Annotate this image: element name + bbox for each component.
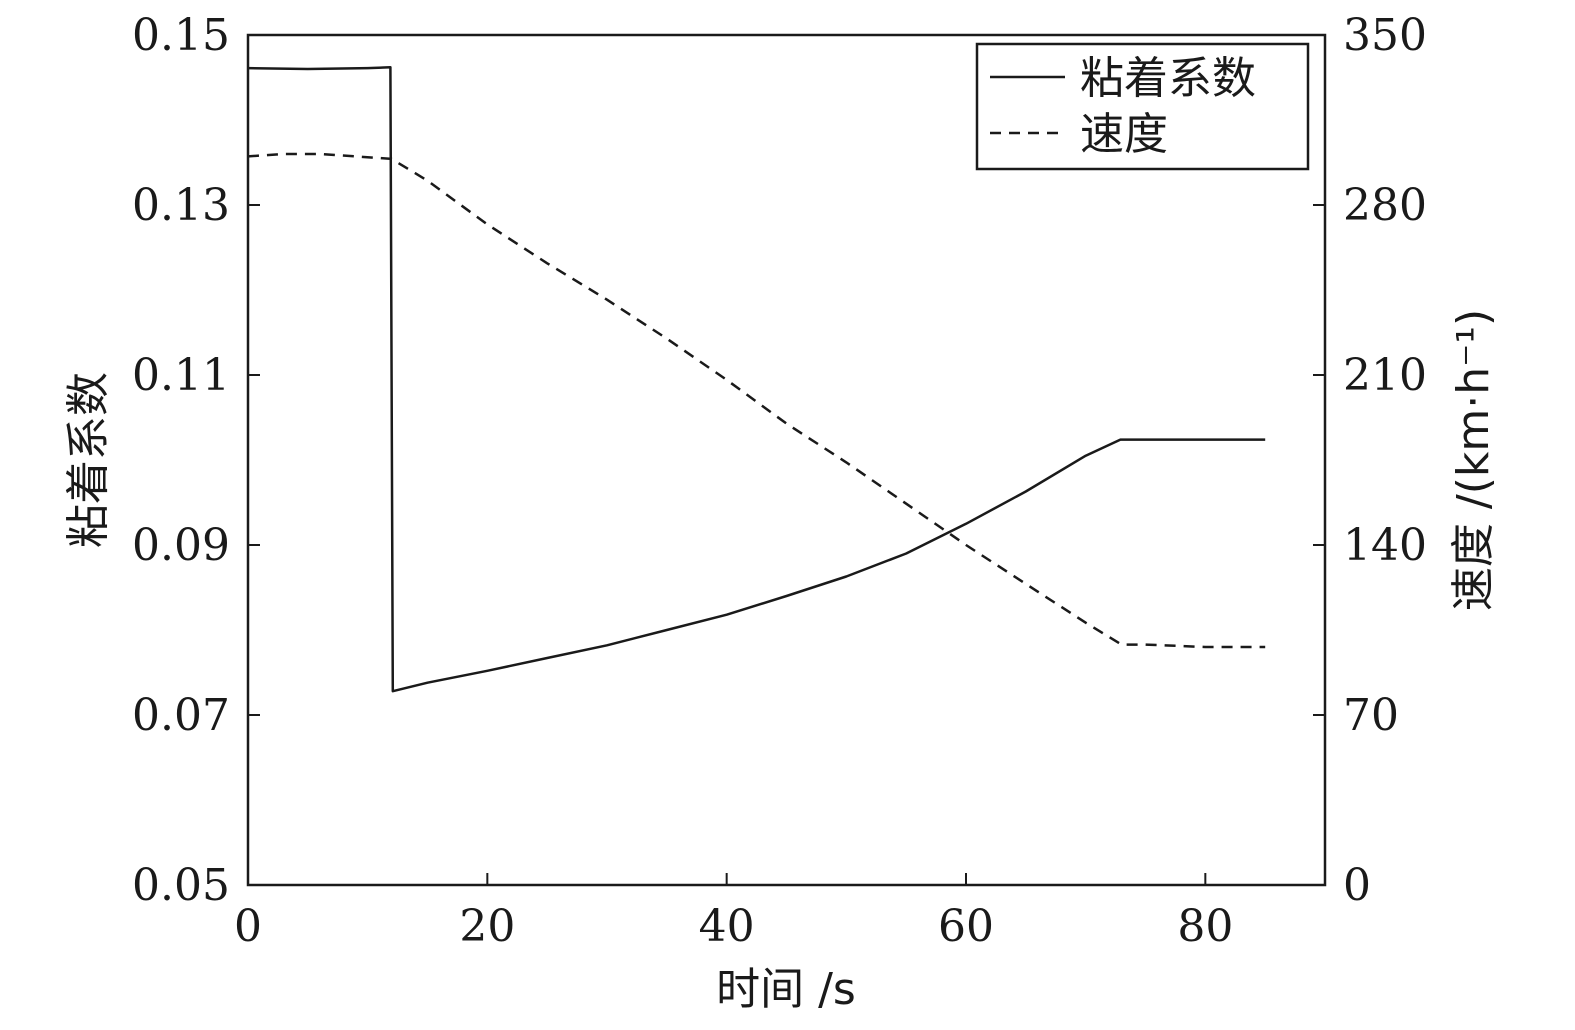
legend-label-speed: 速度 bbox=[1080, 109, 1168, 160]
plot-frame bbox=[246, 33, 1327, 887]
right-y-tick-label: 280 bbox=[1343, 180, 1427, 231]
right-y-tick-label: 0 bbox=[1343, 860, 1371, 911]
right-y-tick-label: 350 bbox=[1343, 10, 1427, 61]
left-y-axis-title: 粘着系数 bbox=[63, 372, 114, 548]
left-y-tick-label: 0.09 bbox=[132, 520, 230, 571]
legend-box bbox=[975, 42, 1310, 171]
right-y-tick-label: 70 bbox=[1343, 690, 1399, 741]
series-line-adhesion-coefficient bbox=[247, 66, 1266, 693]
right-y-axis-title: 速度 /(km·h⁻¹) bbox=[1448, 309, 1499, 611]
x-tick-label: 0 bbox=[234, 901, 262, 952]
left-y-tick-label: 0.05 bbox=[132, 860, 230, 911]
left-y-tick-label: 0.15 bbox=[132, 10, 230, 61]
left-y-axis-ticks: 0.05 0.07 0.09 0.11 0.13 0.15 bbox=[132, 10, 260, 911]
left-y-tick-label: 0.11 bbox=[132, 350, 230, 401]
x-axis-title: 时间 /s bbox=[716, 964, 856, 1015]
x-tick-label: 20 bbox=[459, 901, 515, 952]
x-tick-label: 60 bbox=[938, 901, 994, 952]
series-line-speed bbox=[247, 152, 1266, 649]
right-y-axis-ticks: 0 70 140 210 280 350 bbox=[1313, 10, 1427, 911]
left-y-tick-label: 0.13 bbox=[132, 180, 230, 231]
left-y-tick-label: 0.07 bbox=[132, 690, 230, 741]
legend-label-adhesion: 粘着系数 bbox=[1080, 53, 1256, 104]
x-axis-ticks: 0 20 40 60 80 bbox=[234, 873, 1233, 952]
x-tick-label: 80 bbox=[1177, 901, 1233, 952]
legend: 粘着系数 速度 bbox=[975, 42, 1310, 171]
right-y-tick-label: 140 bbox=[1343, 520, 1427, 571]
right-y-tick-label: 210 bbox=[1343, 350, 1427, 401]
series-layer bbox=[247, 66, 1266, 693]
x-tick-label: 40 bbox=[699, 901, 755, 952]
